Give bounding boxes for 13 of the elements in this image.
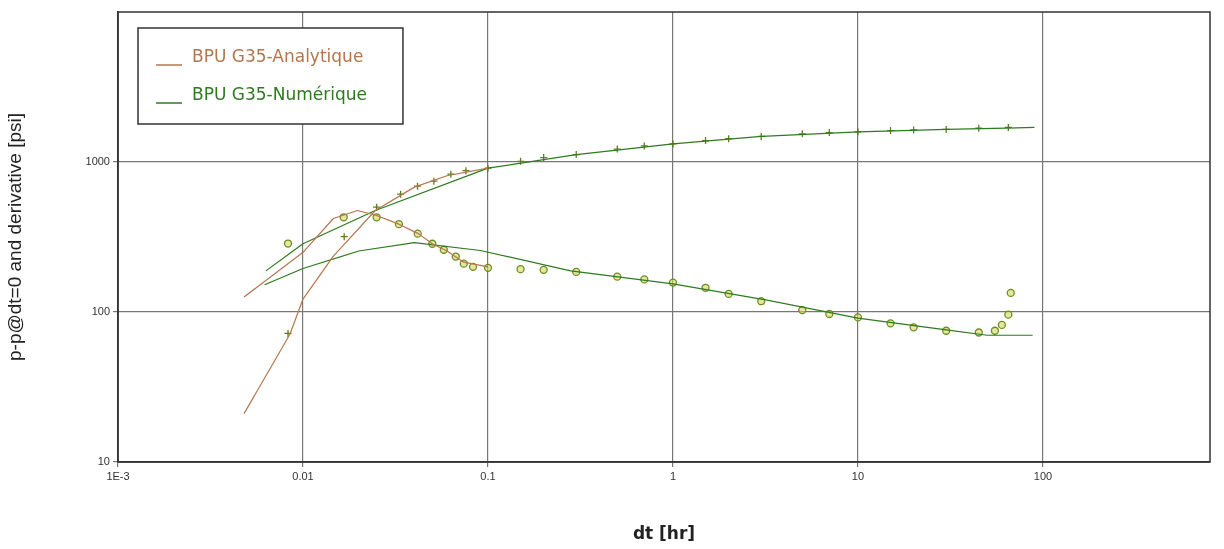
x-tick-label: 10 (851, 469, 865, 482)
x-tick-label: 100 (1033, 469, 1053, 482)
y-tick-label: 10 (97, 455, 110, 468)
y-tick-label: 100 (91, 305, 110, 318)
x-tick-label: 1E-3 (106, 469, 130, 482)
x-axis-title: dt [hr] (632, 523, 696, 544)
y-axis-title: p-p@dt=0 and derivative [psi] (3, 113, 25, 361)
legend-label: BPU G35-Numérique (192, 84, 367, 105)
x-tick-label: 0.1 (480, 469, 496, 482)
legend-label: BPU G35-Analytique (192, 46, 364, 67)
y-tick-label: 1000 (85, 155, 110, 168)
x-tick-label: 1 (669, 469, 677, 482)
x-tick-label: 0.01 (292, 469, 314, 482)
